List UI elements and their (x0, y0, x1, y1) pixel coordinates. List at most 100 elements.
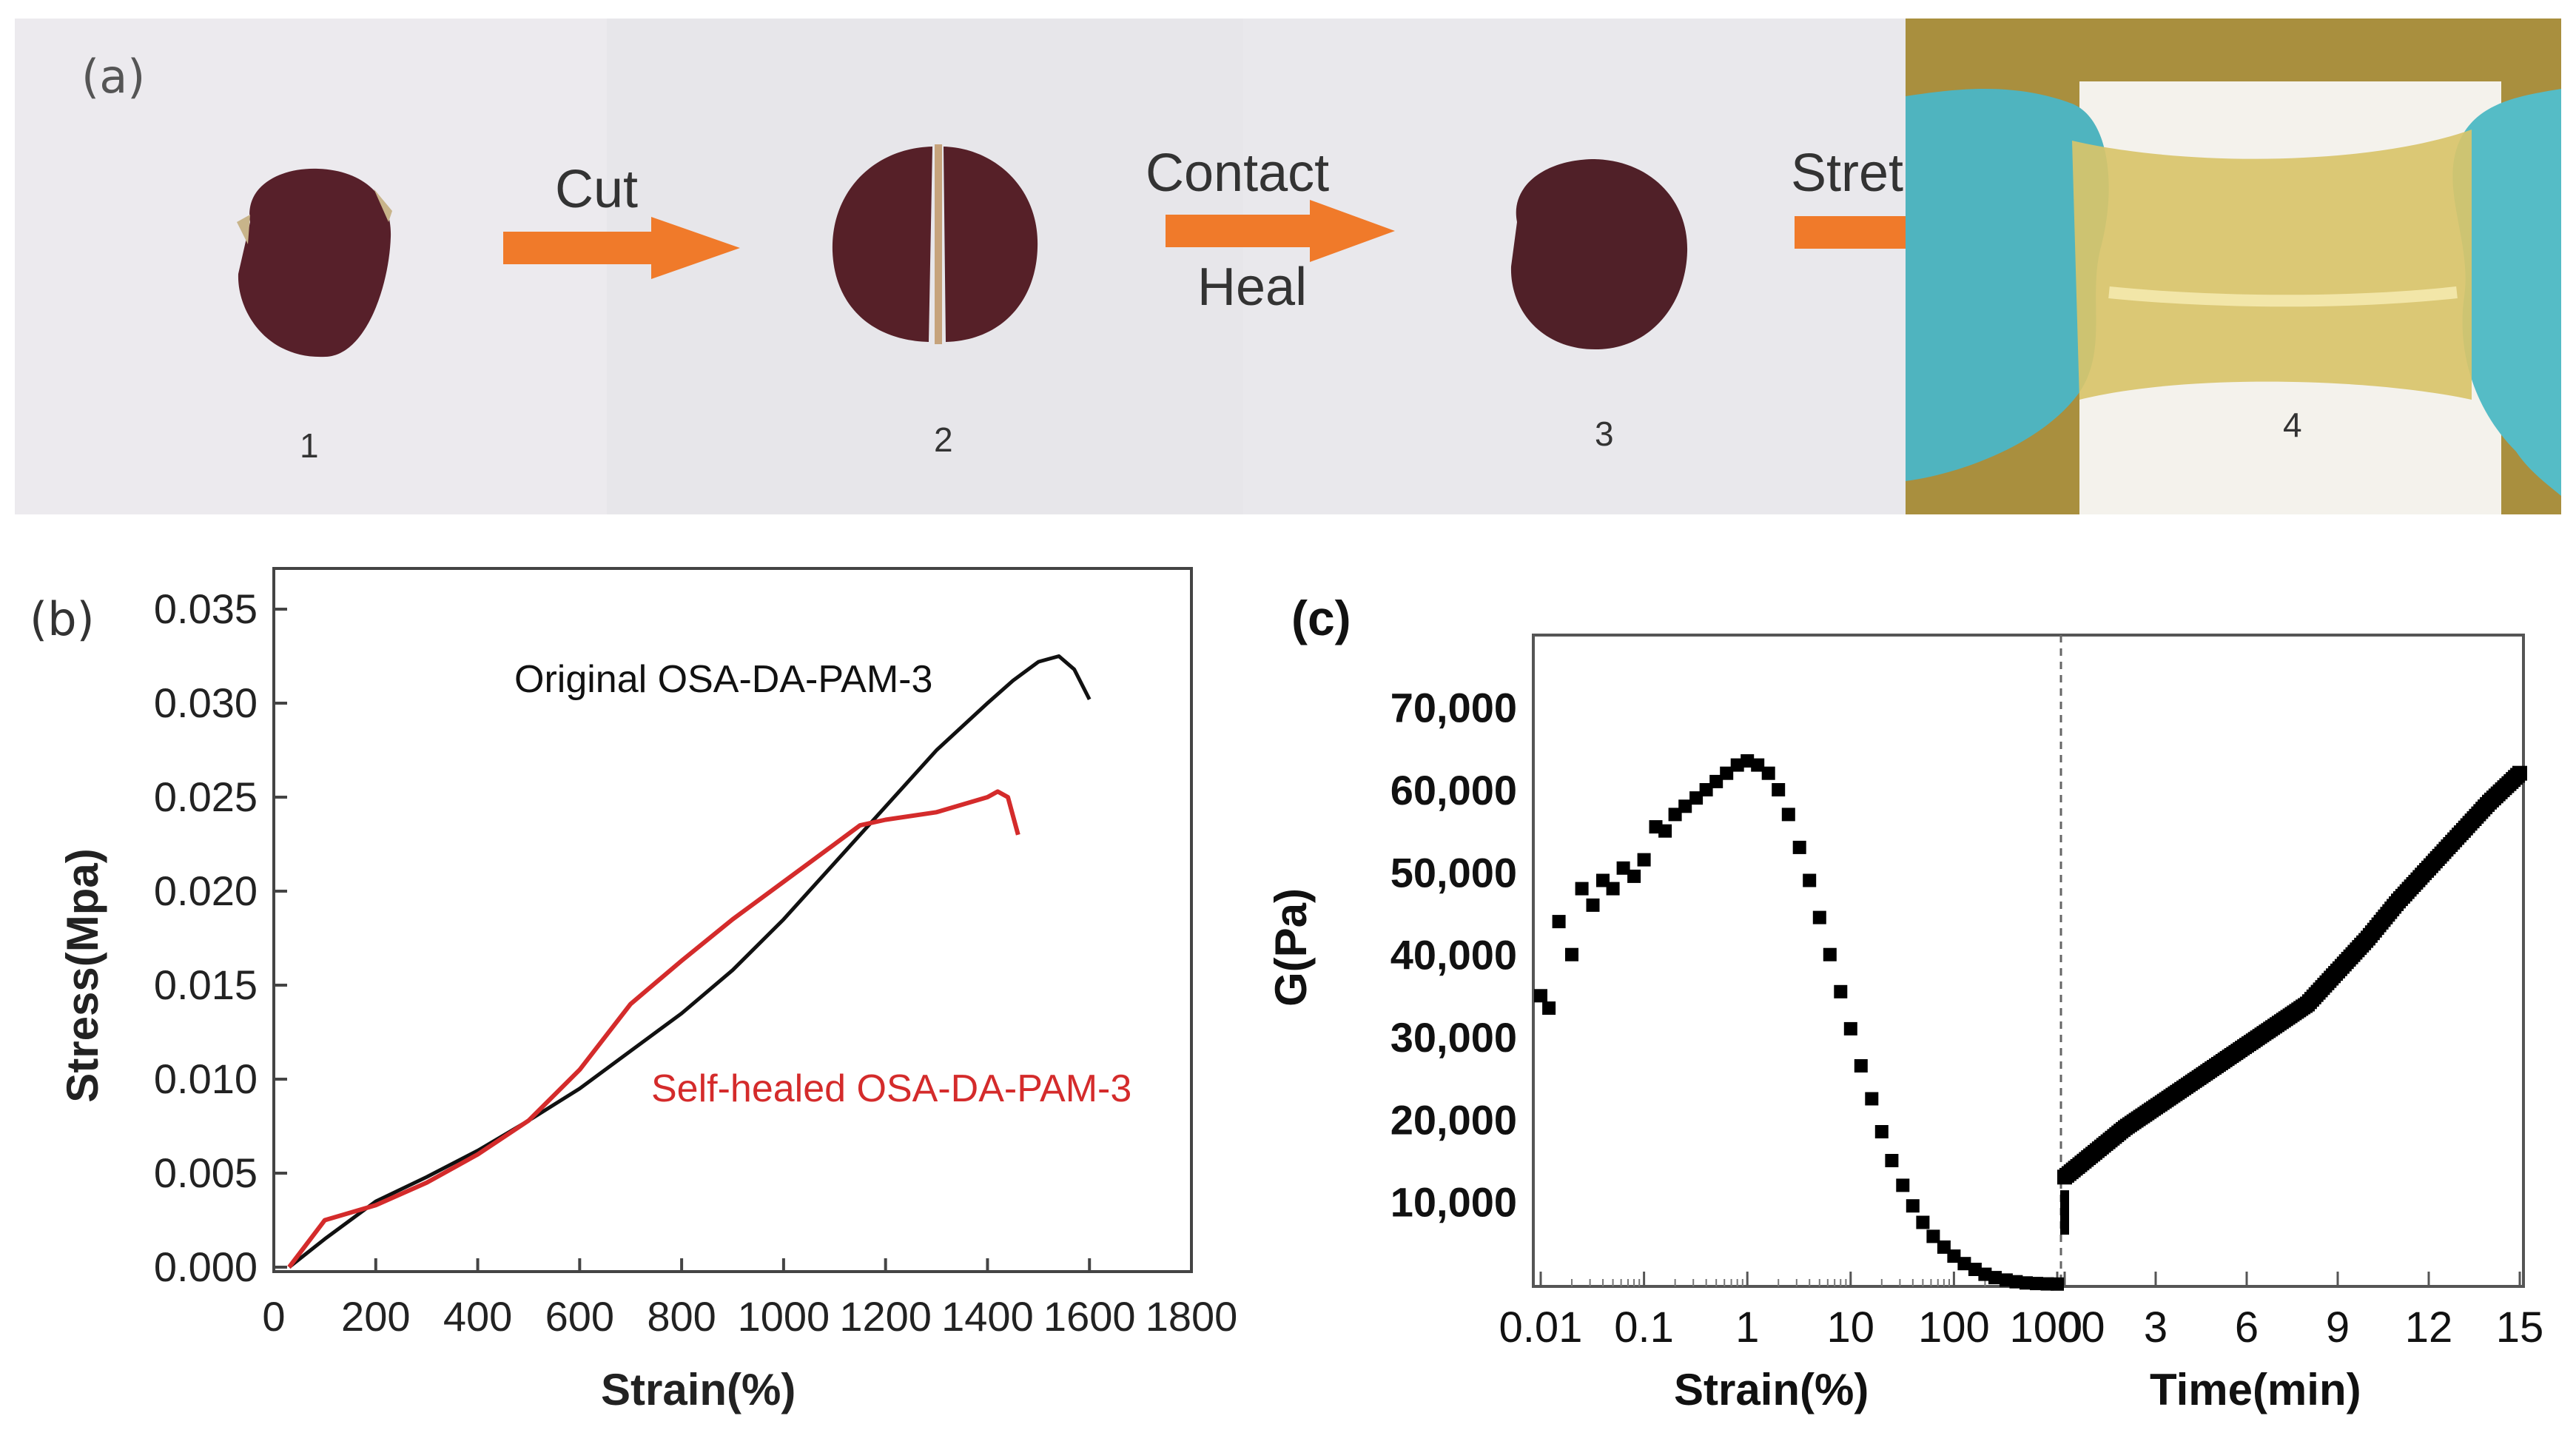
panel-c-left-point (1709, 774, 1724, 788)
panel-b-y-axis: 0.000 0.005 0.010 0.015 0.020 0.025 0.030 0.035 (154, 585, 287, 1290)
arrow-cut-label: Cut (555, 160, 638, 219)
panel-c-left-x-axis-title: Strain(%) (1674, 1365, 1869, 1414)
panel-c-left-point (1978, 1267, 1992, 1281)
arrow-cut: Cut (503, 160, 740, 279)
panel-b-x-tick-label: 0 (262, 1293, 285, 1340)
series-original-line (288, 654, 1092, 1269)
series-self-healed-line (287, 789, 1020, 1269)
panel-b-x-tick-label: 800 (647, 1293, 716, 1340)
panel-b-x-tick-label: 1000 (738, 1293, 830, 1340)
panel-c-y-tick-label: 60,000 (1390, 767, 1517, 813)
arrow-contact-heal: Contact Heal (1146, 144, 1395, 317)
left-glove (1906, 89, 2109, 481)
panel-c-right-x-axis-title: Time(min) (2150, 1365, 2361, 1414)
panel-c-left-series (1534, 754, 2064, 1291)
sample-3-disc (1510, 159, 1688, 350)
panel-c-y-tick-label: 30,000 (1390, 1014, 1517, 1061)
legend-original: Original OSA-DA-PAM-3 (514, 658, 932, 701)
panel-c-right-series (2057, 765, 2527, 1235)
panel-c-left-point (2009, 1275, 2023, 1289)
panel-c-left-x-tick-label: 0.1 (1614, 1303, 1674, 1352)
sample-2-right-half (944, 147, 1038, 342)
panel-c-left-point (1865, 1092, 1879, 1106)
panel-c-left-point (1988, 1271, 2002, 1285)
panel-c-right-x-tick-label: 0 (2059, 1303, 2082, 1352)
panel-c-left-point (1812, 910, 1826, 924)
panel-c-left-point (1854, 1059, 1868, 1072)
panel-c-left-x-tick-label: 1 (1735, 1303, 1759, 1352)
panel-b-x-tick-label: 200 (341, 1293, 410, 1340)
panel-c-left-point (1552, 915, 1566, 929)
panel-c-left-point (2020, 1276, 2033, 1290)
panel-b-x-tick-label: 1200 (839, 1293, 932, 1340)
panel-b-y-tick-label: 0.000 (154, 1243, 258, 1290)
panel-c: (c) 10,000 20,000 30,000 40,000 50,000 60,000… (1266, 591, 2543, 1414)
panel-c-right-x-axis: 0 3 6 9 12 15 (2059, 1272, 2543, 1352)
panel-c-left-point (1874, 1125, 1889, 1138)
panel-c-left-x-tick-label: 10 (1827, 1303, 1875, 1352)
panel-b-series (287, 654, 1092, 1269)
panel-b-y-tick-label: 0.010 (154, 1055, 258, 1102)
panel-c-left-point (1637, 853, 1651, 867)
panel-b-y-tick-label: 0.025 (154, 773, 258, 820)
panel-b-x-tick-label: 1400 (941, 1293, 1034, 1340)
sample-3 (1510, 159, 1688, 350)
panel-c-y-tick-label: 40,000 (1390, 932, 1517, 978)
panel-c-left-point (1658, 824, 1672, 838)
panel-c-right-x-tick-label: 9 (2326, 1303, 2350, 1352)
panel-c-left-x-axis: 0.01 0.1 1 10 100 1000 (1499, 1272, 2105, 1352)
panel-b-y-tick-label: 0.020 (154, 867, 258, 914)
panel-a: (a) 1 Cut 2 Contact Heal 3 (15, 19, 2561, 514)
panel-c-left-x-tick-label: 1000 (2009, 1303, 2105, 1352)
panel-b-label: (b) (30, 592, 95, 646)
panel-b-y-tick-label: 0.030 (154, 679, 258, 726)
sample-1 (237, 168, 392, 358)
panel-c-left-point (1627, 869, 1641, 883)
panel-b-x-tick-label: 1600 (1043, 1293, 1136, 1340)
panel-c-left-point (1741, 754, 1755, 768)
panel-c-left-point (1668, 808, 1682, 822)
panel-c-y-tick-label: 20,000 (1390, 1096, 1517, 1143)
panel-c-left-x-tick-label: 100 (1918, 1303, 1990, 1352)
panel-c-left-point (1947, 1249, 1961, 1263)
panel-b-y-tick-label: 0.005 (154, 1149, 258, 1196)
panel-c-left-point (1586, 898, 1600, 912)
panel-c-right-x-tick-label: 3 (2144, 1303, 2168, 1352)
panel-c-right-point (2060, 1190, 2069, 1235)
sample-3-number: 3 (1595, 414, 1614, 453)
panel-c-left-point (1926, 1229, 1940, 1243)
panel-c-left-point (1803, 873, 1817, 887)
panel-c-left-point (1596, 873, 1610, 887)
panel-c-left-point (1616, 861, 1630, 875)
panel-c-left-point (1823, 947, 1837, 961)
panel-c-left-point (1896, 1178, 1910, 1192)
panel-c-right-x-tick-label: 12 (2405, 1303, 2453, 1352)
panel-b-plot-frame (272, 567, 1193, 1273)
panel-c-right-x-tick-label: 6 (2235, 1303, 2259, 1352)
legend-self-healed: Self-healed OSA-DA-PAM-3 (651, 1067, 1131, 1110)
sample-1-number: 1 (300, 426, 319, 465)
panel-b-y-tick-label: 0.015 (154, 961, 258, 1008)
arrow-contact-label: Contact (1146, 144, 1329, 203)
panel-c-y-tick-label: 70,000 (1390, 685, 1517, 731)
sample-1-disc (238, 168, 391, 358)
panel-c-y-axis: 10,000 20,000 30,000 40,000 50,000 60,000 70,0… (1390, 685, 1517, 1226)
sample-1-edge (237, 189, 392, 244)
right-glove (2452, 89, 2561, 496)
panel-c-y-axis-title: G(Pa) (1266, 888, 1316, 1007)
panel-c-left-point (1916, 1215, 1930, 1229)
panel-c-left-point (1843, 1021, 1857, 1035)
panel-c-left-point (1957, 1257, 1971, 1271)
panel-b-x-axis-title: Strain(%) (601, 1365, 796, 1414)
panel-c-left-point (1885, 1154, 1899, 1167)
stretched-gel (2072, 130, 2472, 400)
panel-c-y-tick-label: 10,000 (1390, 1179, 1517, 1226)
panel-c-y-tick-label: 50,000 (1390, 849, 1517, 896)
arrow-contact-heal-shape (1166, 200, 1395, 262)
panel-b-x-tick-label: 1800 (1146, 1293, 1238, 1340)
panel-c-left-point (1699, 783, 1713, 796)
panel-c-left-point (1781, 808, 1795, 822)
panel-b: (b) 0.000 0.005 0.010 0.015 0.020 0.025 0.030 0… (30, 567, 1237, 1414)
sample-4-number: 4 (2283, 406, 2302, 444)
panel-b-x-axis: 0 200 400 600 800 1000 1200 1400 1600 1800 (262, 1258, 1237, 1340)
